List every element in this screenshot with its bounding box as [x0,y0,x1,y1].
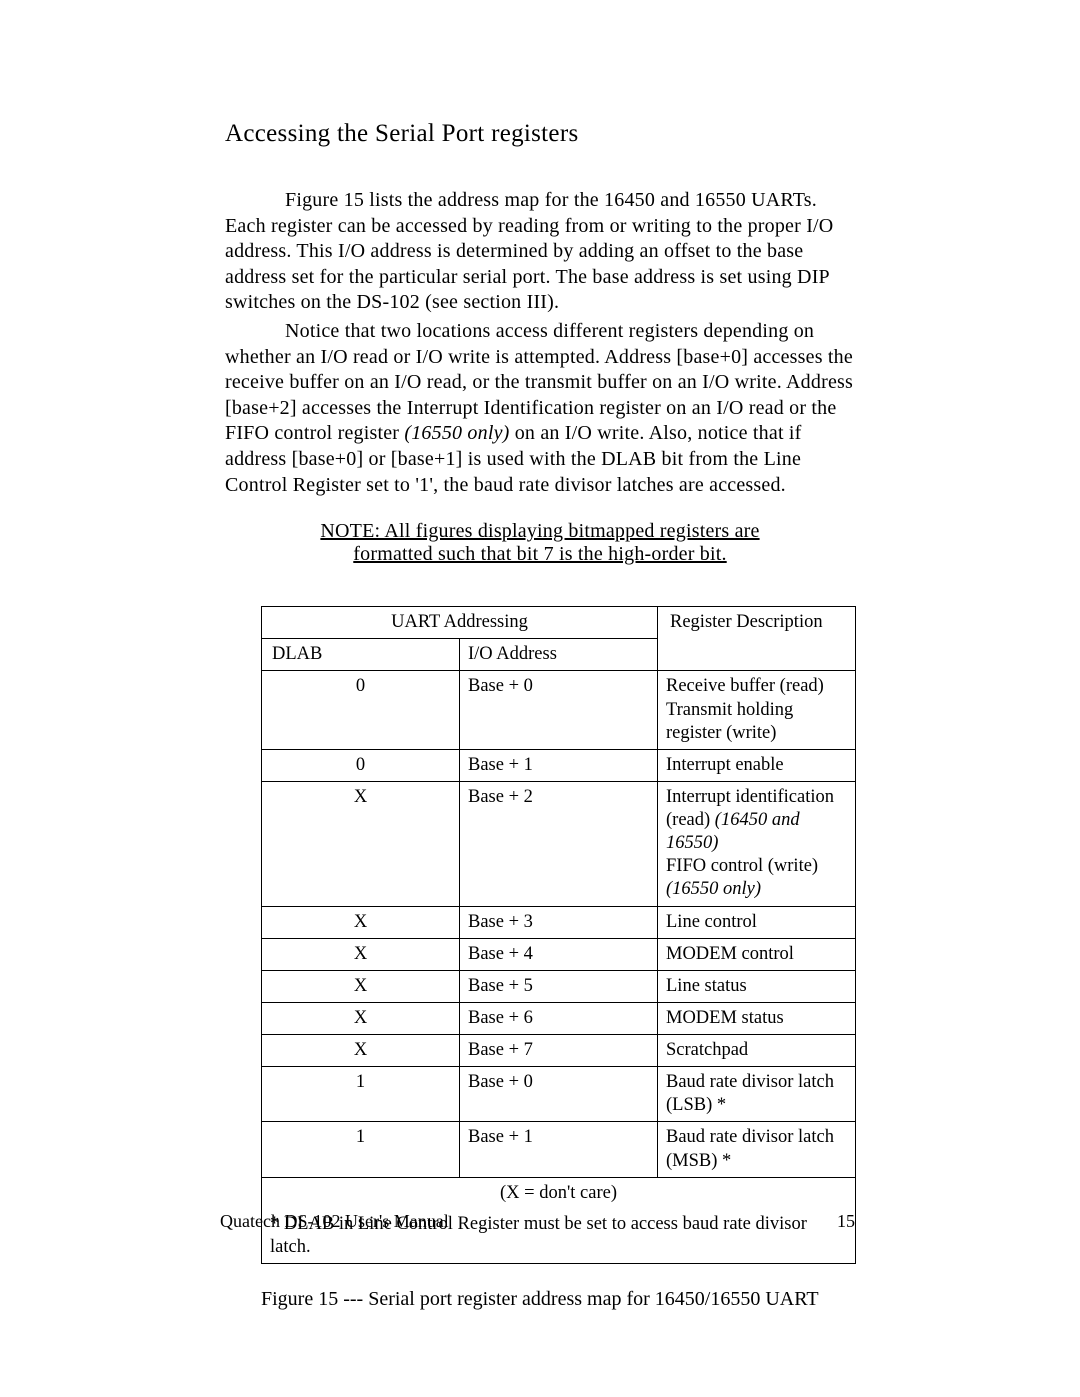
table-row: 0Base + 1Interrupt enable [262,749,856,781]
cell-description: MODEM control [658,938,856,970]
cell-dlab: 0 [262,671,460,749]
cell-io-address: Base + 7 [460,1035,658,1067]
cell-dlab: X [262,1002,460,1034]
cell-description: Line control [658,906,856,938]
section-title: Accessing the Serial Port registers [225,120,855,148]
table-row: XBase + 4MODEM control [262,938,856,970]
para1-text: Figure 15 lists the address map for the … [225,189,833,313]
cell-io-address: Base + 5 [460,970,658,1002]
table-row: 0Base + 0Receive buffer (read)Transmit h… [262,671,856,749]
cell-dlab: X [262,1035,460,1067]
cell-description: Interrupt identification (read) (16450 a… [658,781,856,906]
cell-dlab: X [262,970,460,1002]
uart-address-table: UART Addressing Register Description DLA… [261,606,856,1264]
cell-description: Line status [658,970,856,1002]
cell-dlab: X [262,938,460,970]
figure-caption: Figure 15 --- Serial port register addre… [261,1288,855,1311]
hdr-dlab: DLAB [262,639,460,671]
note-line-2: formatted such that bit 7 is the high-or… [353,543,726,566]
page-footer: Quatech DS-102 User's Manual 15 [220,1211,855,1232]
table-row: 1Base + 0Baud rate divisor latch (LSB) * [262,1067,856,1122]
table-row: XBase + 6MODEM status [262,1002,856,1034]
table-footer-row-1: (X = don't care) [262,1177,856,1209]
cell-dlab: 1 [262,1067,460,1122]
hdr-io-address: I/O Address [460,639,658,671]
cell-io-address: Base + 4 [460,938,658,970]
footnote-x: (X = don't care) [262,1177,856,1209]
cell-description: Baud rate divisor latch (LSB) * [658,1067,856,1122]
para2-italic: (16550 only) [404,422,509,444]
cell-io-address: Base + 0 [460,1067,658,1122]
table-row: XBase + 3Line control [262,906,856,938]
table-row: 1Base + 1Baud rate divisor latch (MSB) * [262,1122,856,1177]
note-line-1: NOTE: All figures displaying bitmapped r… [320,520,759,543]
cell-io-address: Base + 1 [460,1122,658,1177]
table-header-row-1: UART Addressing Register Description [262,607,856,639]
cell-dlab: X [262,781,460,906]
paragraph-1: Figure 15 lists the address map for the … [225,188,855,316]
cell-io-address: Base + 0 [460,671,658,749]
cell-io-address: Base + 1 [460,749,658,781]
footer-page-number: 15 [837,1211,855,1232]
cell-description: Receive buffer (read)Transmit holding re… [658,671,856,749]
cell-description: Baud rate divisor latch (MSB) * [658,1122,856,1177]
cell-io-address: Base + 2 [460,781,658,906]
paragraph-2: Notice that two locations access differe… [225,319,855,498]
cell-description: Interrupt enable [658,749,856,781]
note-block: NOTE: All figures displaying bitmapped r… [225,520,855,566]
cell-io-address: Base + 3 [460,906,658,938]
footer-left: Quatech DS-102 User's Manual [220,1211,449,1231]
hdr-register-description: Register Description [658,607,856,671]
table-row: XBase + 5Line status [262,970,856,1002]
cell-io-address: Base + 6 [460,1002,658,1034]
cell-description: Scratchpad [658,1035,856,1067]
body-text: Figure 15 lists the address map for the … [225,188,855,498]
table-row: XBase + 7Scratchpad [262,1035,856,1067]
cell-dlab: X [262,906,460,938]
cell-dlab: 0 [262,749,460,781]
hdr-uart-addressing: UART Addressing [262,607,658,639]
cell-dlab: 1 [262,1122,460,1177]
cell-description: MODEM status [658,1002,856,1034]
document-page: Accessing the Serial Port registers Figu… [0,0,1080,1397]
table-row: XBase + 2Interrupt identification (read)… [262,781,856,906]
